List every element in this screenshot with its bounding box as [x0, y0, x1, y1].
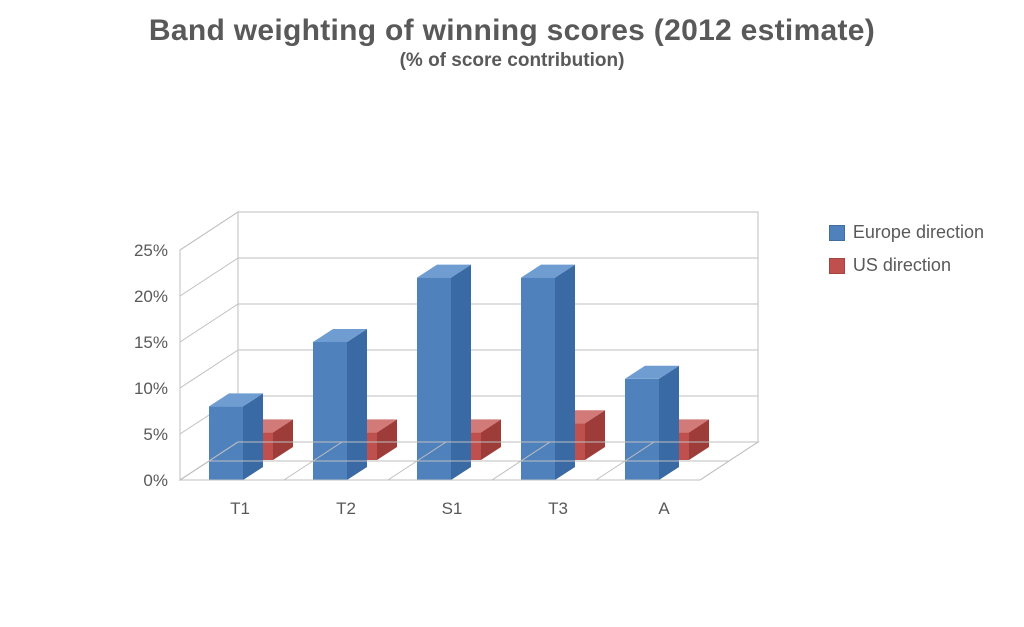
legend-label: Europe direction [853, 222, 984, 243]
legend-item: Europe direction [829, 222, 984, 243]
chart-container: Band weighting of winning scores (2012 e… [0, 0, 1024, 627]
legend-item: US direction [829, 255, 984, 276]
svg-text:10%: 10% [134, 379, 168, 398]
svg-text:15%: 15% [134, 333, 168, 352]
svg-text:T2: T2 [336, 499, 356, 518]
svg-text:T3: T3 [548, 499, 568, 518]
svg-text:25%: 25% [134, 241, 168, 260]
legend-label: US direction [853, 255, 951, 276]
svg-text:20%: 20% [134, 287, 168, 306]
chart-plot: 0% 5% 10% 15% 20% 25% T1 T2 S1 T3 A [60, 120, 820, 590]
chart-title: Band weighting of winning scores (2012 e… [0, 14, 1024, 48]
chart-subtitle: (% of score contribution) [0, 50, 1024, 72]
svg-text:S1: S1 [442, 499, 463, 518]
legend-swatch-1 [829, 258, 845, 274]
chart-legend: Europe direction US direction [829, 210, 984, 288]
svg-text:T1: T1 [230, 499, 250, 518]
svg-text:0%: 0% [143, 471, 168, 490]
chart-titles: Band weighting of winning scores (2012 e… [0, 14, 1024, 72]
svg-text:5%: 5% [143, 425, 168, 444]
legend-swatch-0 [829, 225, 845, 241]
svg-text:A: A [658, 499, 670, 518]
